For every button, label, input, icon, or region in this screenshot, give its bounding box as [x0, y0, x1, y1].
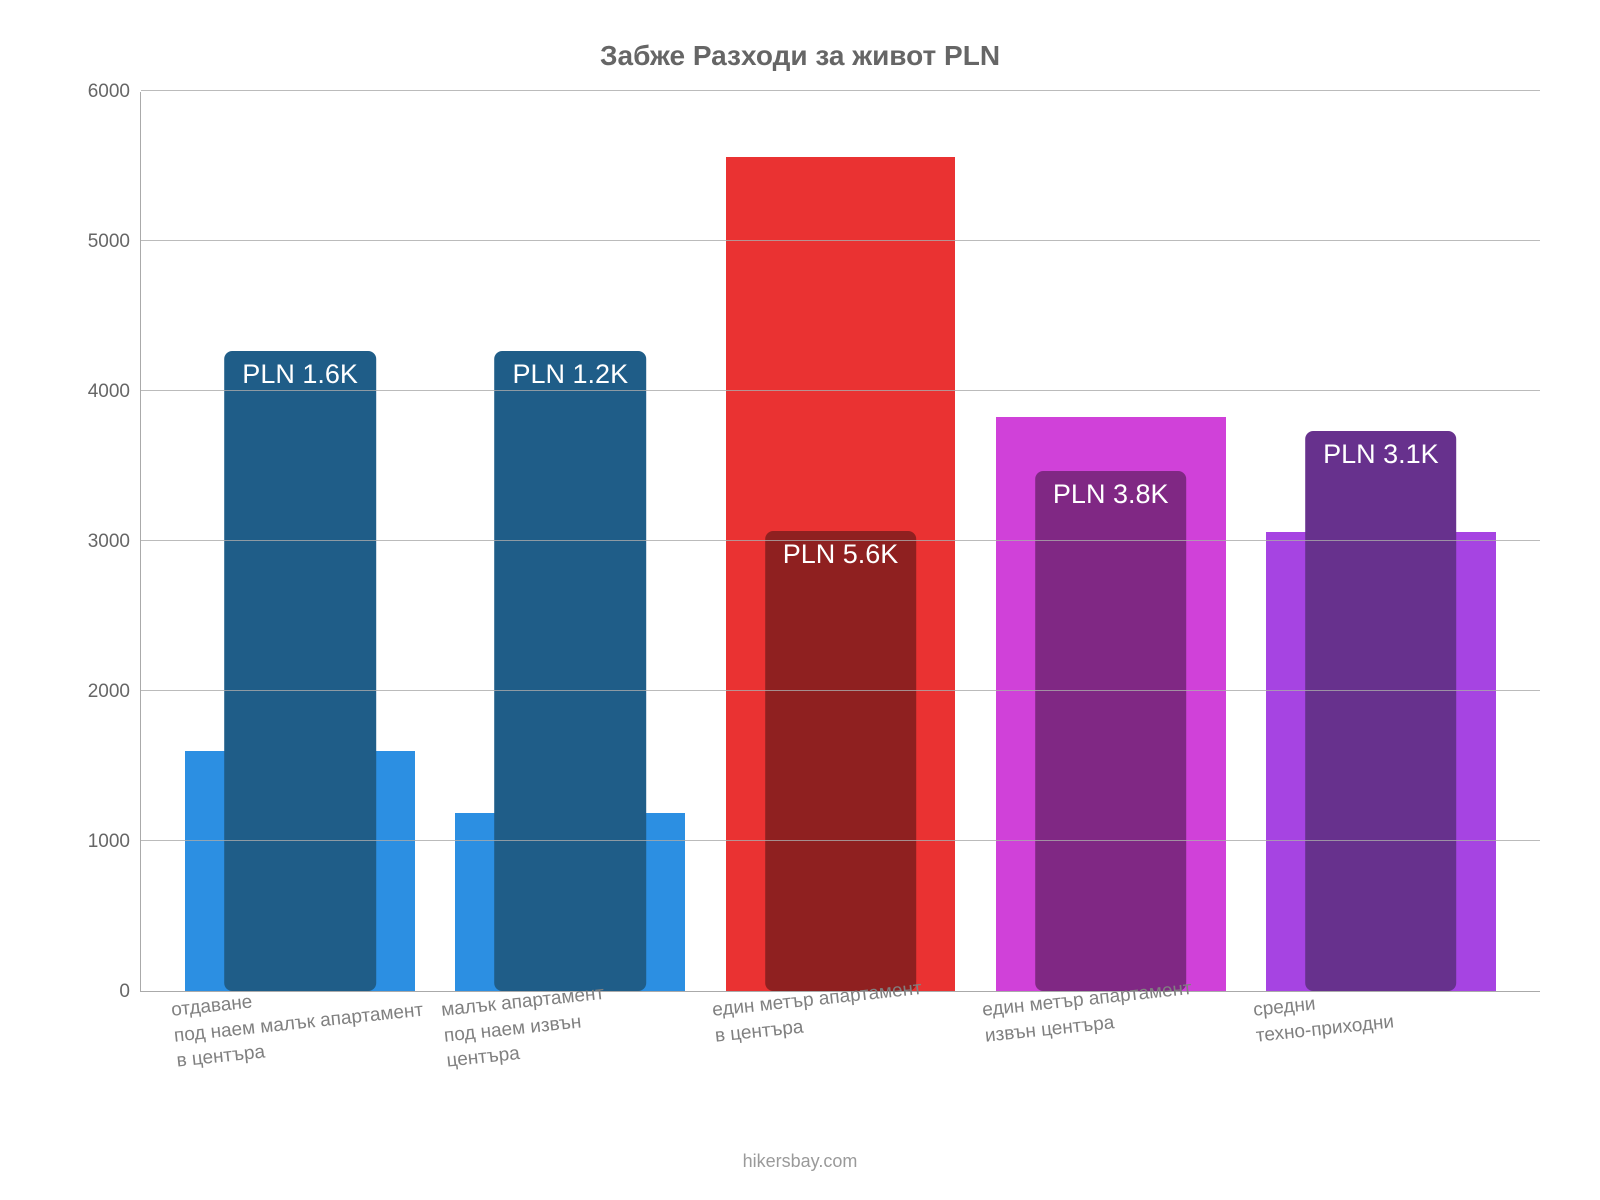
y-tick: 6000: [88, 81, 130, 103]
bar-slot: PLN 3.8K: [976, 92, 1246, 991]
bars-layer: PLN 1.6K PLN 1.2K PLN 5.6K PLN 3.8K PLN 3.1K: [141, 92, 1540, 991]
y-tick: 1000: [88, 831, 130, 853]
gridline: [141, 690, 1540, 691]
bar: PLN 3.1K: [1266, 532, 1496, 991]
bar: PLN 3.8K: [996, 417, 1226, 992]
bar-slot: PLN 1.6K: [165, 92, 435, 991]
gridline: [141, 240, 1540, 241]
y-tick: 2000: [88, 681, 130, 703]
bar-value-label: PLN 1.2K: [495, 351, 647, 991]
x-tick: средни техно-приходни: [1246, 998, 1516, 1075]
bar-slot: PLN 1.2K: [435, 92, 705, 991]
bar-value-label: PLN 3.8K: [1035, 471, 1187, 991]
chart-title: Забже Разходи за живот PLN: [60, 40, 1540, 72]
x-tick: един метър апартамент извън центъра: [975, 998, 1245, 1075]
attribution-text: hikersbay.com: [0, 1151, 1600, 1172]
gridline: [141, 390, 1540, 391]
bar: PLN 5.6K: [726, 157, 956, 991]
chart-container: Забже Разходи за живот PLN 0 1000 2000 3000…: [0, 0, 1600, 1200]
gridline: [141, 840, 1540, 841]
bar-value-label: PLN 1.6K: [224, 351, 376, 991]
bar-slot: PLN 3.1K: [1246, 92, 1516, 991]
y-tick: 3000: [88, 531, 130, 553]
gridline: [141, 90, 1540, 91]
x-tick: отдаване под наем малък апартамент в цен…: [164, 998, 434, 1075]
y-axis: 0100020003000400050006000: [60, 92, 140, 992]
y-tick: 5000: [88, 231, 130, 253]
plot-area: PLN 1.6K PLN 1.2K PLN 5.6K PLN 3.8K PLN 3.1K: [140, 92, 1540, 992]
bar: PLN 1.6K: [185, 751, 415, 991]
y-tick: 0: [119, 981, 130, 1003]
y-tick: 4000: [88, 381, 130, 403]
x-tick: малък апартамент под наем извън центъра: [434, 998, 704, 1075]
bar-slot: PLN 5.6K: [705, 92, 975, 991]
bar-value-label: PLN 3.1K: [1305, 431, 1457, 991]
x-tick: един метър апартамент в центъра: [705, 998, 975, 1075]
plot-row: 0100020003000400050006000 PLN 1.6KPLN 1.…: [60, 92, 1540, 992]
bar-value-label: PLN 5.6K: [765, 531, 917, 991]
gridline: [141, 540, 1540, 541]
x-axis: отдаване под наем малък апартамент в цен…: [140, 992, 1540, 1075]
